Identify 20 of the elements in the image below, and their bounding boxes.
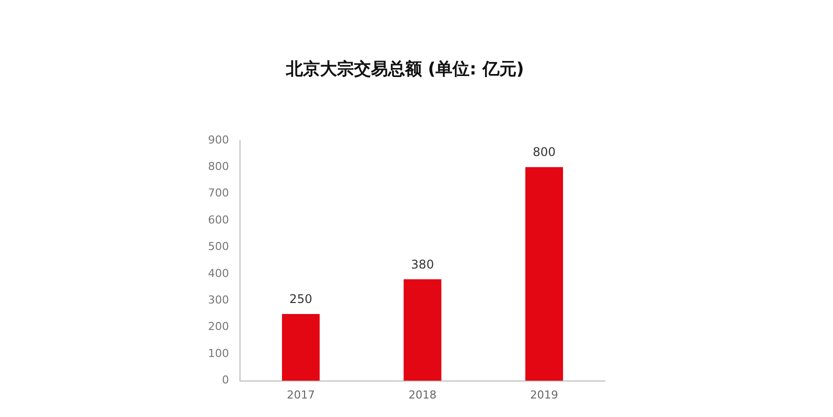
y-tick-label: 800 [208,160,229,173]
x-tick-label: 2018 [408,388,436,402]
data-label: 250 [289,292,312,306]
data-label: 800 [532,145,556,160]
x-tick-label: 2017 [286,388,315,402]
y-tick-label: 300 [208,294,229,307]
y-tick-label: 700 [208,186,229,200]
bar [525,167,564,381]
y-tick-label: 200 [208,320,229,334]
bar [404,279,442,381]
data-label: 380 [411,257,434,272]
chart-title: 北京大宗交易总额 (单位: 亿元) [284,60,524,80]
y-tick-label: 400 [208,266,229,280]
y-tick-label: 600 [208,213,229,226]
y-tick-label: 900 [208,133,229,146]
bar [282,314,320,381]
y-tick-label: 500 [208,240,229,254]
y-tick-label: 0 [222,374,229,387]
x-tick-label: 2019 [530,388,558,402]
y-tick-label: 100 [208,346,229,360]
